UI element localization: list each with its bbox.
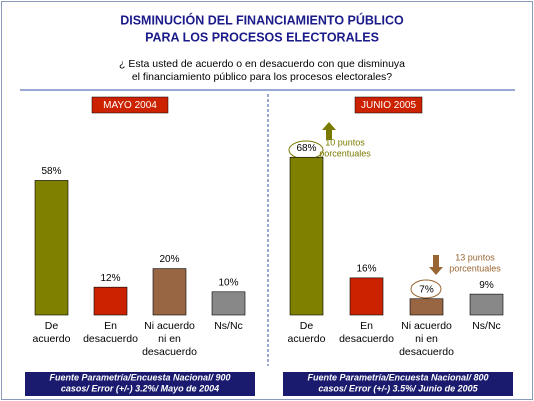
bar xyxy=(289,156,324,316)
arrow-down xyxy=(429,255,443,275)
bar xyxy=(93,286,128,316)
subtitle: MAYO 2004 xyxy=(103,100,157,111)
highlight xyxy=(410,279,442,299)
bar xyxy=(409,298,444,316)
annotation: porcentuales xyxy=(449,263,501,273)
category-label: De xyxy=(300,320,314,332)
value-label: 12% xyxy=(100,273,120,284)
category-label: ni en xyxy=(158,333,181,345)
badge xyxy=(91,96,169,114)
value-label: 58% xyxy=(41,166,61,177)
source: Fuente Parametría/Encuesta Nacional/ 800 xyxy=(307,372,488,382)
annotation: 10 puntos xyxy=(325,137,365,147)
source-box xyxy=(25,372,255,396)
value-label: 20% xyxy=(159,254,179,265)
category-label: desacuerdo xyxy=(83,333,138,345)
category-label: desacuerdo xyxy=(142,346,197,358)
value-label: 16% xyxy=(356,264,376,275)
category-label: desacuerdo xyxy=(399,346,454,358)
category-label: acuerdo xyxy=(33,333,71,345)
question: ¿ Esta usted de acuerdo o en desacuerdo … xyxy=(119,58,405,70)
bar xyxy=(34,180,69,316)
title: PARA LOS PROCESOS ELECTORALES xyxy=(145,30,379,44)
category-label: Ns/Nc xyxy=(214,320,243,332)
bar xyxy=(349,277,384,316)
annotation: 13 puntos xyxy=(455,252,495,262)
source: casos/ Error (+/-) 3.2%/ Mayo de 2004 xyxy=(61,383,219,393)
category-label: En xyxy=(104,320,117,332)
subtitle: JUNIO 2005 xyxy=(361,100,416,111)
category-label: Ni acuerdo xyxy=(144,320,195,332)
value-label: 7% xyxy=(419,284,434,295)
value-label: 9% xyxy=(479,280,494,291)
question: el financiamiento público para los proce… xyxy=(132,71,392,83)
annotation: porcentuales xyxy=(319,148,371,158)
source: casos/ Error (+/-) 3.5%/ Junio de 2005 xyxy=(318,383,478,393)
title: DISMINUCIÓN DEL FINANCIAMIENTO PÚBLICO xyxy=(120,12,404,27)
category-label: acuerdo xyxy=(288,333,326,345)
category-label: De xyxy=(45,320,59,332)
source: Fuente Parametría/Encuesta Nacional/ 900 xyxy=(49,372,230,382)
badge xyxy=(354,96,423,114)
value-label: 68% xyxy=(296,143,316,154)
category-label: ni en xyxy=(415,333,438,345)
source-box xyxy=(283,372,513,396)
category-label: Ni acuerdo xyxy=(401,320,452,332)
category-label: En xyxy=(360,320,373,332)
bar xyxy=(211,291,246,316)
category-label: Ns/Nc xyxy=(472,320,501,332)
arrow-up xyxy=(322,122,336,140)
value-label: 10% xyxy=(218,277,238,288)
bar xyxy=(152,268,187,316)
bar xyxy=(469,293,504,316)
category-label: desacuerdo xyxy=(339,333,394,345)
